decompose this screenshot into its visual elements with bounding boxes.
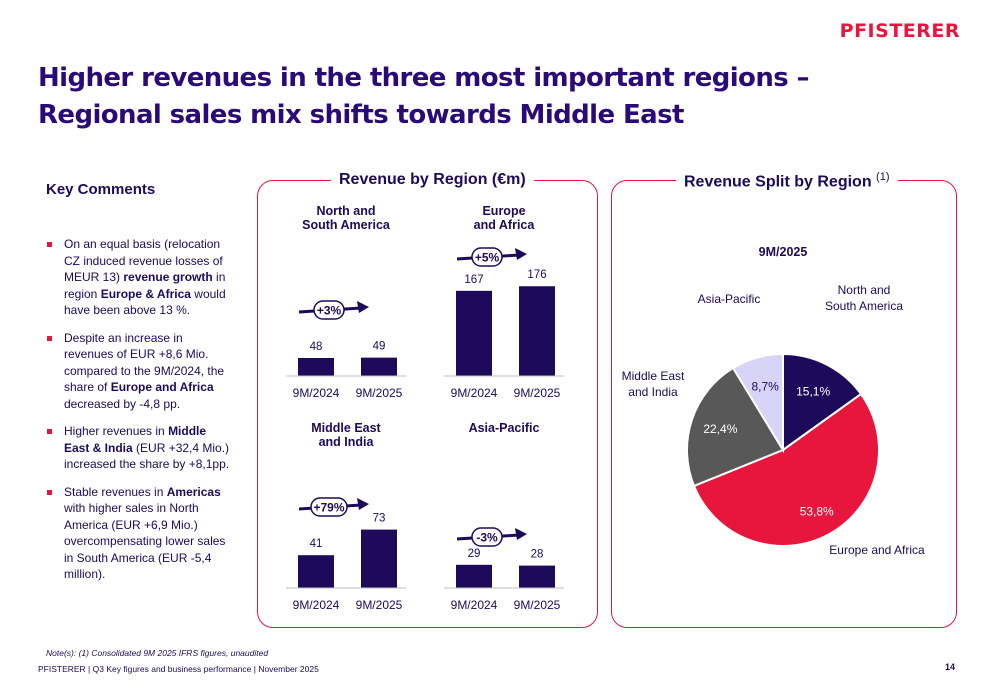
revenue-split-title-text: Revenue Split by Region bbox=[684, 173, 872, 191]
growth-badge bbox=[471, 247, 503, 267]
category-label: 9M/2025 bbox=[356, 386, 403, 400]
key-comment-2: Despite an increase in revenues of EUR +… bbox=[46, 330, 234, 413]
category-label: 9M/2024 bbox=[451, 386, 498, 400]
pfisterer-logo: PFISTERER bbox=[839, 20, 960, 42]
key-comment-text: Despite an increase in revenues of EUR +… bbox=[64, 330, 225, 395]
bar-value-label: 28 bbox=[531, 549, 544, 561]
revenue-split-title: Revenue Split by Region (1) bbox=[676, 171, 898, 192]
key-comment-text: decreased by -4,8 pp. bbox=[64, 396, 181, 411]
bar-europe-and-africa-9m-2025 bbox=[519, 286, 555, 376]
pie-category-label: North and bbox=[838, 283, 891, 297]
footer-text: PFISTERER | Q3 Key figures and business … bbox=[38, 664, 319, 674]
growth-badge bbox=[471, 527, 503, 547]
bar-asia-pacific-9m-2024 bbox=[456, 564, 492, 588]
category-label: 9M/2025 bbox=[514, 386, 561, 400]
growth-badge-label: -3% bbox=[476, 531, 498, 545]
category-label: 9M/2024 bbox=[451, 598, 498, 612]
pie-slice-middle-east-and-india bbox=[686, 366, 785, 488]
growth-arrow-head-icon bbox=[357, 301, 369, 313]
bar-chart-title-middle-east-and-india: Middle East bbox=[311, 421, 381, 435]
pie-value-label: 8,7% bbox=[752, 379, 780, 393]
bar-value-label: 29 bbox=[468, 548, 481, 560]
pie-category-label: South America bbox=[825, 299, 903, 313]
pie-category-label: Asia-Pacific bbox=[698, 292, 761, 306]
bar-value-label: 41 bbox=[310, 538, 323, 550]
bar-middle-east-and-india-9m-2025 bbox=[361, 529, 397, 588]
growth-badge-label: +5% bbox=[475, 251, 500, 265]
page-title: Higher revenues in the three most import… bbox=[38, 63, 810, 130]
bar-chart-title-europe-and-africa: Europe bbox=[482, 204, 525, 218]
pie-chart-title: 9M/2025 bbox=[759, 245, 808, 259]
category-label: 9M/2025 bbox=[514, 598, 561, 612]
growth-badge-label: +79% bbox=[313, 501, 344, 515]
bar-value-label: 176 bbox=[527, 269, 546, 281]
growth-arrow-head-icon bbox=[515, 248, 527, 260]
category-label: 9M/2024 bbox=[293, 598, 340, 612]
pie-slice-asia-pacific bbox=[731, 352, 784, 454]
key-comment-text: Stable revenues in bbox=[64, 484, 167, 499]
key-comment-emphasis: Middle East & India bbox=[64, 424, 207, 455]
bar-chart-title-north-and-south-america: North and bbox=[316, 204, 375, 218]
pie-slice-north-and-south-america bbox=[782, 352, 863, 452]
pie-category-label: Middle East bbox=[622, 369, 685, 383]
bar-asia-pacific-9m-2025 bbox=[519, 565, 555, 588]
revenue-by-region-title: Revenue by Region (€m) bbox=[331, 171, 534, 189]
bar-chart-title-middle-east-and-india: and India bbox=[319, 435, 375, 449]
category-label: 9M/2025 bbox=[356, 598, 403, 612]
growth-badge-label: +3% bbox=[317, 304, 342, 318]
growth-badge bbox=[310, 497, 348, 517]
key-comment-emphasis: Europe & Africa bbox=[100, 286, 191, 301]
bar-value-label: 167 bbox=[464, 274, 483, 286]
key-comment-1: On an equal basis (relocation CZ induced… bbox=[46, 236, 234, 319]
bar-value-label: 49 bbox=[373, 341, 386, 353]
bar-chart-title-asia-pacific: Asia-Pacific bbox=[469, 421, 540, 435]
key-comment-text: in region bbox=[64, 270, 226, 301]
bar-north-and-south-america-9m-2025 bbox=[361, 357, 397, 376]
key-comment-text: would have been above 13 %. bbox=[64, 286, 226, 318]
growth-badge bbox=[313, 300, 345, 320]
key-comment-emphasis: Europe and Africa bbox=[110, 380, 214, 394]
key-comment-text: On an equal basis (relocation CZ induced… bbox=[64, 237, 223, 284]
pie-value-label: 15,1% bbox=[796, 384, 830, 398]
key-comment-text: Higher revenues in bbox=[64, 424, 169, 438]
key-comment-4: Stable revenues in Americas with higher … bbox=[46, 484, 234, 583]
bar-europe-and-africa-9m-2024 bbox=[456, 290, 492, 376]
footnote: Note(s): (1) Consolidated 9M 2025 IFRS f… bbox=[46, 648, 269, 658]
key-comment-text: with higher sales in North America (EUR … bbox=[64, 501, 226, 581]
key-comment-3: Higher revenues in Middle East & India (… bbox=[46, 423, 234, 473]
revenue-split-title-footnote: (1) bbox=[876, 171, 890, 183]
bar-chart-title-europe-and-africa: and Africa bbox=[474, 218, 536, 232]
bar-value-label: 48 bbox=[310, 341, 323, 353]
bar-north-and-south-america-9m-2024 bbox=[298, 358, 334, 376]
key-comment-emphasis: Americas bbox=[166, 484, 221, 499]
bar-value-label: 73 bbox=[373, 513, 386, 525]
category-label: 9M/2024 bbox=[293, 386, 340, 400]
pie-category-label: Europe and Africa bbox=[829, 543, 925, 557]
bar-chart-title-north-and-south-america: South America bbox=[302, 218, 391, 232]
pie-value-label: 22,4% bbox=[703, 422, 737, 436]
pie-value-label: 53,8% bbox=[800, 504, 834, 518]
key-comment-emphasis: revenue growth bbox=[123, 270, 213, 284]
growth-arrow-head-icon bbox=[515, 528, 527, 540]
page-number: 14 bbox=[944, 662, 955, 672]
bar-middle-east-and-india-9m-2024 bbox=[298, 555, 334, 588]
key-comment-text: (EUR +32,4 Mio.) increased the share by … bbox=[64, 440, 230, 472]
key-comments-list: On an equal basis (relocation CZ induced… bbox=[46, 236, 234, 594]
pie-slice-europe-and-africa bbox=[692, 392, 880, 547]
pie-category-label: and India bbox=[628, 385, 678, 399]
key-comments-title: Key Comments bbox=[46, 181, 156, 198]
growth-arrow-head-icon bbox=[357, 498, 369, 510]
